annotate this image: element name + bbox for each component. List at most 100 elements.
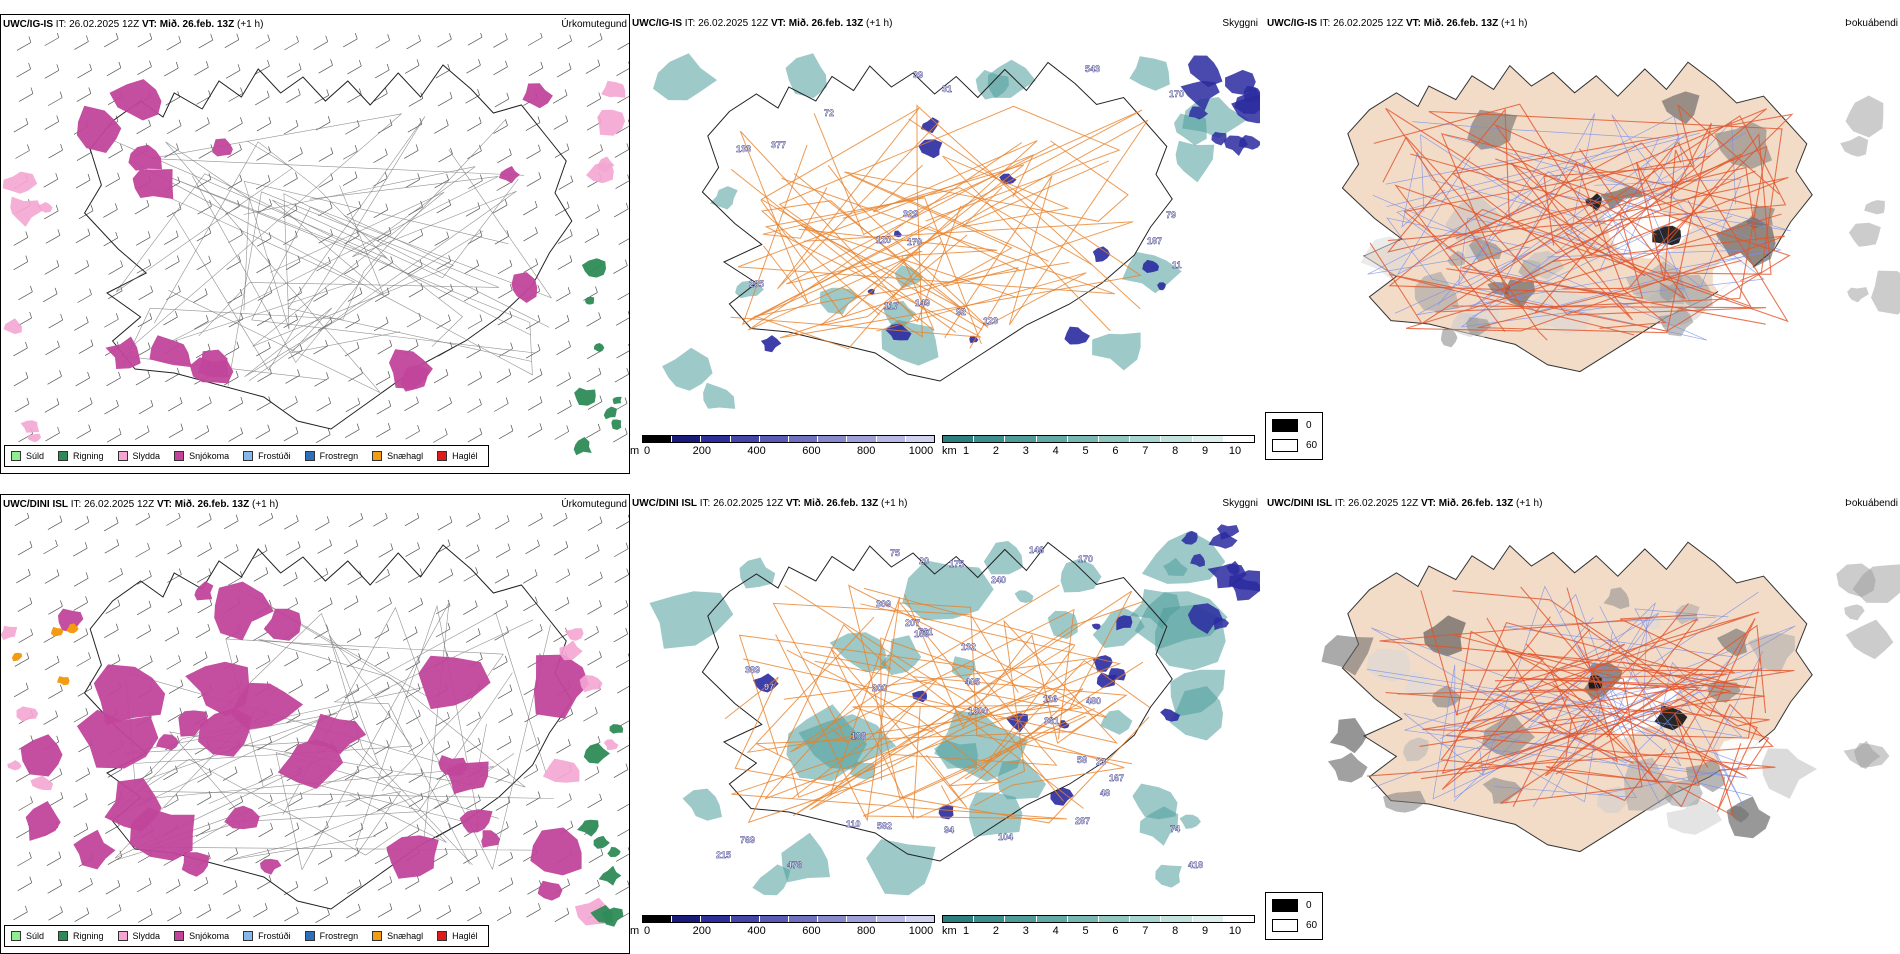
- vis-number: 543: [1085, 64, 1100, 74]
- legend-swatch: [174, 451, 184, 461]
- vis-number: 170: [1169, 89, 1184, 99]
- vis-number: 170: [907, 237, 922, 247]
- legend-label: Rigning: [73, 931, 104, 941]
- scale-tick: 10: [1229, 445, 1241, 457]
- panel-title: Skyggni: [1222, 498, 1258, 509]
- scale-tick: 400: [747, 925, 765, 937]
- panel-header: UWC/IG-IS IT: 26.02.2025 12Z VT: Mið. 26…: [3, 19, 263, 30]
- panel-header: UWC/DINI ISL IT: 26.02.2025 12Z VT: Mið.…: [632, 498, 907, 509]
- fog-legend-row: 0: [1272, 419, 1312, 432]
- legend-label: Frostregn: [320, 451, 359, 461]
- vis-number: 1200: [968, 706, 988, 716]
- scale-tick: 5: [1082, 925, 1088, 937]
- vis-number: 72: [824, 108, 834, 118]
- legend-label: Haglél: [452, 931, 478, 941]
- vis-number: 389: [745, 665, 760, 675]
- vis-number: 75: [890, 548, 900, 558]
- fog-panel-2: UWC/DINI ISL IT: 26.02.2025 12Z VT: Mið.…: [1265, 494, 1900, 954]
- vis-number: 170: [1078, 554, 1093, 564]
- vis-number: 582: [877, 821, 892, 831]
- vis-number: 418: [1188, 860, 1203, 870]
- vis-number: 110: [846, 819, 861, 829]
- vis-number: 175: [949, 559, 964, 569]
- scale-tick: 3: [1023, 445, 1029, 457]
- vis-number: 20: [919, 556, 929, 566]
- scale-tick: 9: [1202, 445, 1208, 457]
- legend-swatch: [118, 451, 128, 461]
- legend-label: Slydda: [133, 451, 161, 461]
- scale-tick: 7: [1142, 445, 1148, 457]
- fog-legend-row: 60: [1272, 919, 1317, 932]
- fog-map: [1265, 512, 1900, 922]
- panel-title: Úrkomutegund: [561, 499, 627, 510]
- legend-item: Haglél: [437, 451, 478, 461]
- vis-number: 74: [1170, 824, 1180, 834]
- vis-number: 187: [1147, 236, 1162, 246]
- fog-label: 0: [1306, 420, 1312, 431]
- legend-item: Frostúði: [243, 451, 291, 461]
- vis-number: 361: [1044, 716, 1059, 726]
- scale-tick: 5: [1082, 445, 1088, 457]
- precip-map: [1, 33, 630, 473]
- vis-number: 215: [716, 850, 731, 860]
- fog-legend-row: 60: [1272, 439, 1317, 452]
- legend-swatch: [437, 931, 447, 941]
- scale-bar: [942, 915, 1255, 923]
- legend-label: Snæhagl: [387, 451, 423, 461]
- legend-swatch: [437, 451, 447, 461]
- legend-item: Frostregn: [305, 451, 359, 461]
- scale-bar: [642, 435, 935, 443]
- scale-tick: 4: [1053, 445, 1059, 457]
- panel-title: Þokuábendi: [1845, 498, 1898, 509]
- scale-unit: km: [942, 925, 957, 937]
- vis-number: 117: [884, 301, 899, 311]
- scale-unit: m: [630, 925, 639, 937]
- legend-item: Slydda: [118, 451, 161, 461]
- vis-number: 329: [903, 209, 918, 219]
- scale-tick: 1: [963, 445, 969, 457]
- visibility-map: 3095821101322311648207215941045841814676…: [630, 512, 1260, 922]
- vis-number: 104: [998, 832, 1013, 842]
- vis-number: 120: [876, 235, 891, 245]
- vis-number: 309: [876, 599, 891, 609]
- panel-header: UWC/DINI ISL IT: 26.02.2025 12Z VT: Mið.…: [3, 499, 278, 510]
- vis-number: 480: [1086, 696, 1101, 706]
- panel-title: Úrkomutegund: [561, 19, 627, 30]
- fog-label: 60: [1306, 920, 1317, 931]
- scale-bar: [942, 435, 1255, 443]
- legend-label: Frostúði: [258, 451, 291, 461]
- legend-label: Rigning: [73, 451, 104, 461]
- legend-label: Snjókoma: [189, 931, 229, 941]
- vis-number: 205: [749, 279, 764, 289]
- vis-number: 149: [915, 298, 930, 308]
- legend-swatch: [11, 451, 21, 461]
- visibility-map: 1702059239120133311114917037718712311754…: [630, 32, 1260, 442]
- legend-label: Haglél: [452, 451, 478, 461]
- panel-title: Þokuábendi: [1845, 18, 1898, 29]
- scale-tick: 0: [644, 445, 650, 457]
- legend-swatch: [58, 451, 68, 461]
- vis-number: 58: [1077, 755, 1087, 765]
- legend-swatch: [174, 931, 184, 941]
- vis-number: 92: [956, 307, 966, 317]
- scale-tick: 6: [1112, 445, 1118, 457]
- vis-number: 116: [1043, 694, 1058, 704]
- scale-tick: 600: [802, 445, 820, 457]
- legend-label: Súld: [26, 931, 44, 941]
- vis-number: 94: [944, 825, 954, 835]
- vis-number: 146: [1029, 545, 1044, 555]
- legend-label: Frostúði: [258, 931, 291, 941]
- legend-swatch: [372, 931, 382, 941]
- scale-tick: 3: [1023, 925, 1029, 937]
- scale-tick: 800: [857, 925, 875, 937]
- scale-tick: 7: [1142, 925, 1148, 937]
- legend-item: Frostregn: [305, 931, 359, 941]
- scale-tick: 9: [1202, 925, 1208, 937]
- fog-legend-row: 0: [1272, 899, 1312, 912]
- fog-swatch: [1272, 419, 1298, 432]
- visibility-panel-2: UWC/DINI ISL IT: 26.02.2025 12Z VT: Mið.…: [630, 494, 1260, 954]
